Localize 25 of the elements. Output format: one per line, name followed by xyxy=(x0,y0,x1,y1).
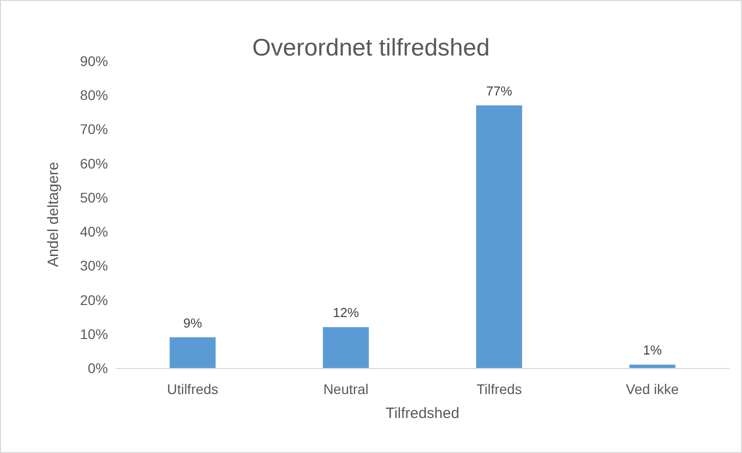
y-tick-label: 80% xyxy=(80,87,108,104)
y-tick-label: 0% xyxy=(88,360,108,376)
y-tick-label: 20% xyxy=(80,292,108,308)
bar xyxy=(170,337,216,368)
y-tick-label: 30% xyxy=(80,258,108,274)
chart-title: Overordnet tilfredshed xyxy=(252,34,490,62)
bar xyxy=(476,105,522,368)
x-tick-label: Ved ikke xyxy=(626,381,680,397)
bar xyxy=(629,364,676,368)
y-tick-label: 60% xyxy=(80,155,108,172)
x-axis-title: Tilfredshed xyxy=(386,405,460,422)
bar xyxy=(322,327,369,368)
y-tick-label: 70% xyxy=(80,121,108,138)
x-tick-label: Utilfreds xyxy=(166,381,218,397)
data-label: 9% xyxy=(183,315,202,330)
y-axis-title: Andel deltagere xyxy=(45,162,62,268)
y-tick-label: 40% xyxy=(80,224,108,240)
x-tick-label: Neutral xyxy=(323,381,368,397)
data-label: 1% xyxy=(642,342,662,358)
y-tick-label: 10% xyxy=(80,326,108,342)
data-label: 12% xyxy=(332,305,360,320)
y-tick-label: 90% xyxy=(80,53,108,69)
data-label: 77% xyxy=(486,83,513,98)
y-tick-label: 50% xyxy=(80,189,108,206)
x-tick-label: Tilfreds xyxy=(476,381,522,397)
